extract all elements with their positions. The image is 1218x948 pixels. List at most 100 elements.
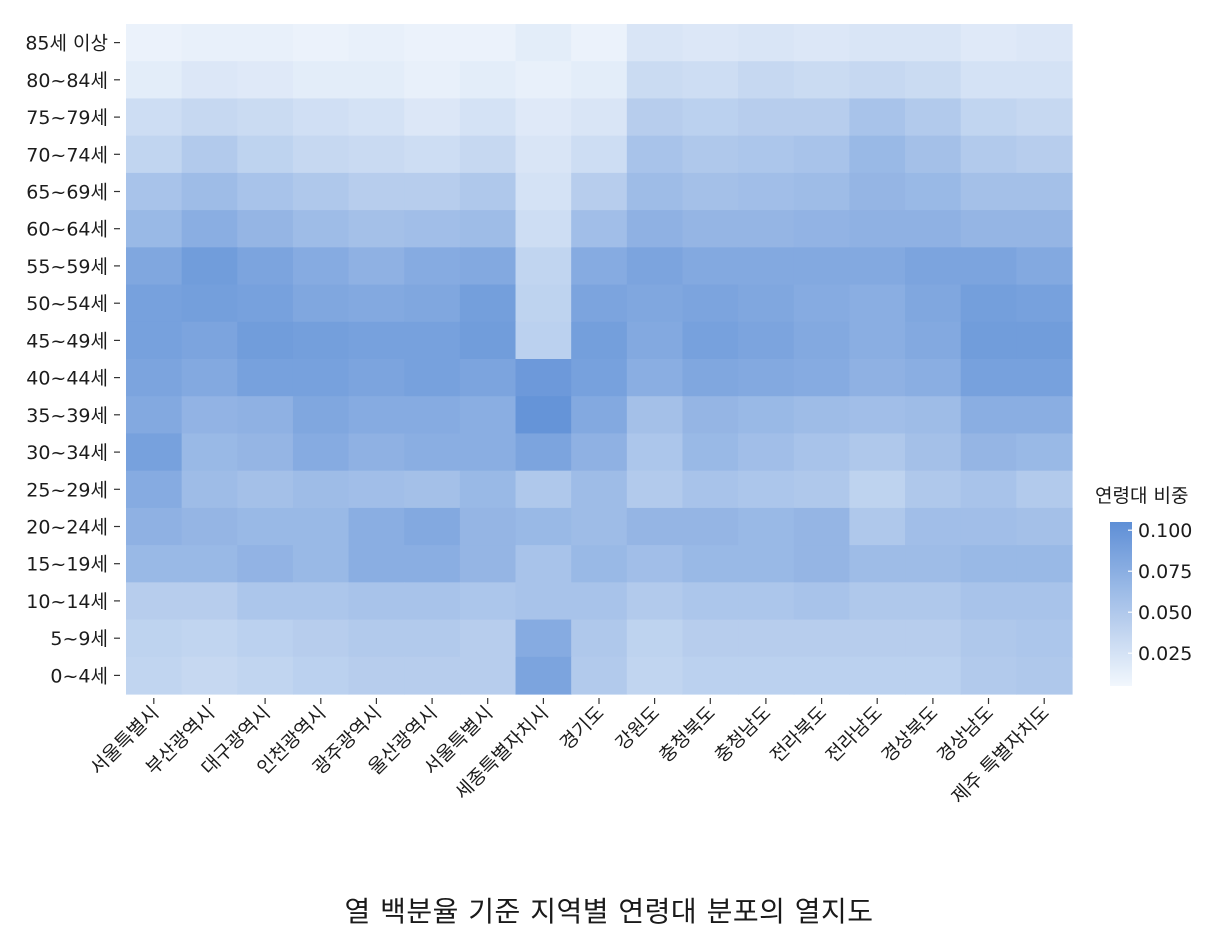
heatmap-cell: [404, 433, 461, 472]
heatmap-cell: [515, 396, 572, 435]
figure-caption: 열 백분율 기준 지역별 연령대 분포의 열지도: [344, 895, 874, 928]
heatmap-cell: [515, 582, 572, 621]
heatmap-cell: [960, 507, 1017, 546]
y-tick-label: 70~74세: [26, 144, 108, 166]
heatmap-cell: [459, 284, 517, 323]
heatmap-cell: [459, 656, 517, 695]
heatmap-cell: [404, 545, 461, 583]
heatmap-cell: [515, 507, 572, 546]
heatmap-cell: [793, 359, 851, 397]
y-tick-label: 55~59세: [26, 256, 108, 278]
heatmap-cell: [237, 98, 294, 137]
heatmap-cell: [348, 470, 405, 509]
heatmap-cell: [515, 24, 572, 62]
heatmap-cell: [793, 284, 851, 323]
heatmap-cell: [237, 210, 294, 248]
heatmap-cell: [626, 98, 684, 137]
heatmap-cell: [849, 61, 906, 100]
heatmap-cell: [404, 247, 461, 286]
heatmap-cell: [348, 284, 405, 323]
heatmap-cell: [181, 545, 238, 583]
heatmap-cell: [849, 284, 906, 323]
heatmap-cell: [181, 247, 238, 286]
heatmap-cell: [571, 396, 628, 435]
heatmap-cell: [738, 247, 795, 286]
heatmap-cell: [181, 98, 238, 137]
x-tick-label: 강원도: [611, 702, 664, 755]
heatmap-cell: [738, 210, 795, 248]
heatmap-cell: [404, 98, 461, 137]
heatmap-cell: [905, 396, 962, 435]
heatmap-cell: [348, 396, 405, 435]
heatmap-cell: [793, 619, 851, 658]
heatmap-cell: [181, 321, 238, 360]
heatmap-cell: [126, 396, 183, 435]
heatmap-cell: [738, 433, 795, 472]
heatmap-cell: [571, 61, 628, 100]
heatmap-cell: [849, 619, 906, 658]
heatmap-cell: [626, 619, 684, 658]
heatmap-cell: [905, 24, 962, 62]
heatmap-cell: [459, 135, 517, 174]
heatmap-cell: [571, 582, 628, 621]
heatmap-cell: [682, 359, 739, 397]
heatmap-cell: [348, 24, 405, 62]
heatmap-cell: [571, 24, 628, 62]
heatmap-cell: [515, 61, 572, 100]
heatmap-cell: [1016, 359, 1073, 397]
heatmap-cell: [292, 619, 350, 658]
heatmap-cell: [1016, 470, 1073, 509]
heatmap-cell: [126, 359, 183, 397]
heatmap-cell: [682, 210, 739, 248]
heatmap-cell: [126, 284, 183, 323]
heatmap-cell: [459, 210, 517, 248]
heatmap-cell: [292, 656, 350, 695]
heatmap-cell: [181, 470, 238, 509]
heatmap-cell: [905, 507, 962, 546]
heatmap-cell: [181, 656, 238, 695]
heatmap-cell: [905, 656, 962, 695]
heatmap-cell: [682, 247, 739, 286]
y-tick-label: 30~34세: [26, 442, 108, 464]
heatmap-cell: [348, 582, 405, 621]
heatmap-cell: [515, 284, 572, 323]
heatmap-cell: [181, 359, 238, 397]
x-tick-label: 제주 특별자치도: [947, 702, 1053, 808]
y-tick-label: 80~84세: [26, 70, 108, 92]
heatmap-cell: [515, 619, 572, 658]
heatmap-cell: [682, 433, 739, 472]
heatmap-cell: [126, 619, 183, 658]
heatmap-cell: [237, 396, 294, 435]
heatmap-cell: [1016, 619, 1073, 658]
heatmap-cell: [682, 98, 739, 137]
heatmap-cell: [849, 507, 906, 546]
heatmap-cell: [626, 359, 684, 397]
heatmap-cell: [181, 582, 238, 621]
heatmap-cell: [515, 433, 572, 472]
heatmap-cell: [459, 61, 517, 100]
heatmap-cell: [126, 247, 183, 286]
heatmap-cell: [292, 321, 350, 360]
heatmap-cell: [237, 656, 294, 695]
heatmap-cell: [237, 359, 294, 397]
heatmap-cell: [626, 247, 684, 286]
heatmap-cell: [682, 656, 739, 695]
heatmap-cell: [404, 321, 461, 360]
heatmap-cell: [237, 172, 294, 211]
heatmap-cell: [459, 359, 517, 397]
y-tick-label: 35~39세: [26, 405, 108, 427]
heatmap-cell: [459, 247, 517, 286]
heatmap-cell: [626, 433, 684, 472]
y-tick-label: 75~79세: [26, 107, 108, 129]
heatmap-cell: [626, 24, 684, 62]
y-axis: 85세 이상 80~84세 75~79세 70~74세 65~69세 60~64세 55~5…: [25, 33, 120, 687]
heatmap-cell: [626, 507, 684, 546]
y-tick-label: 45~49세: [26, 330, 108, 352]
heatmap-cell: [292, 98, 350, 137]
heatmap-cell: [348, 433, 405, 472]
heatmap-cell: [237, 545, 294, 583]
heatmap-cell: [292, 210, 350, 248]
heatmap-cell: [738, 284, 795, 323]
heatmap-cell: [459, 507, 517, 546]
heatmap-cell: [348, 619, 405, 658]
